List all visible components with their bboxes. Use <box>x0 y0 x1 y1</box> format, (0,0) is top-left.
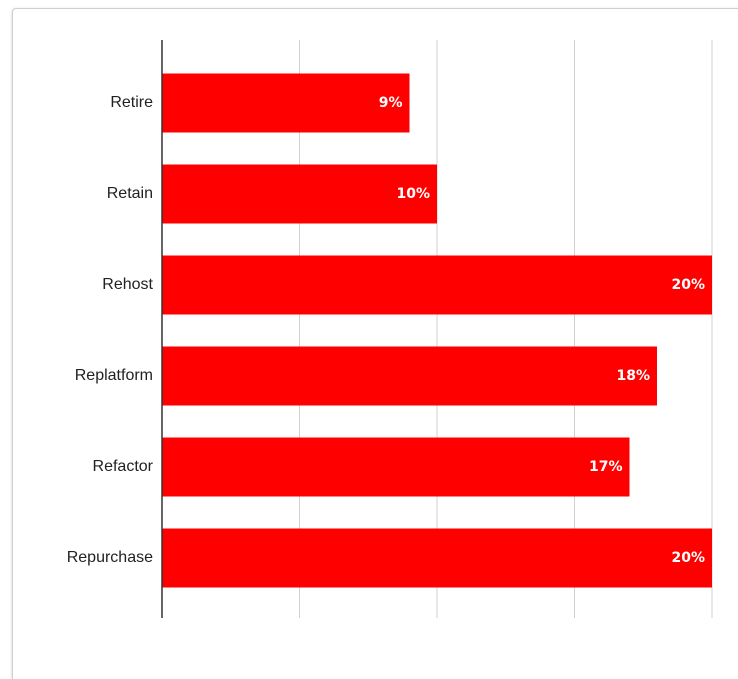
data-labels: 9% 10% 20% 18% 17% 20% <box>379 95 705 566</box>
bar-rehost <box>162 255 712 315</box>
bar-retain <box>162 164 437 224</box>
category-label-rehost: Rehost <box>102 276 153 293</box>
bar-refactor <box>162 437 630 497</box>
category-label-retain: Retain <box>107 185 153 202</box>
data-label-retire: 9% <box>379 95 403 111</box>
category-label-repurchase: Repurchase <box>67 549 153 566</box>
category-label-retire: Retire <box>110 94 153 111</box>
data-label-retain: 10% <box>396 186 430 202</box>
category-label-replatform: Replatform <box>75 367 153 384</box>
category-label-refactor: Refactor <box>93 458 154 475</box>
bars <box>162 73 712 588</box>
bar-retire <box>162 73 410 133</box>
data-label-refactor: 17% <box>589 459 623 475</box>
gridlines <box>299 40 713 618</box>
bar-replatform <box>162 346 657 406</box>
data-label-rehost: 20% <box>671 277 705 293</box>
bar-repurchase <box>162 528 712 588</box>
data-label-replatform: 18% <box>616 368 650 384</box>
category-labels: Retire Retain Rehost Replatform Refactor Repu… <box>67 94 154 566</box>
data-label-repurchase: 20% <box>671 550 705 566</box>
